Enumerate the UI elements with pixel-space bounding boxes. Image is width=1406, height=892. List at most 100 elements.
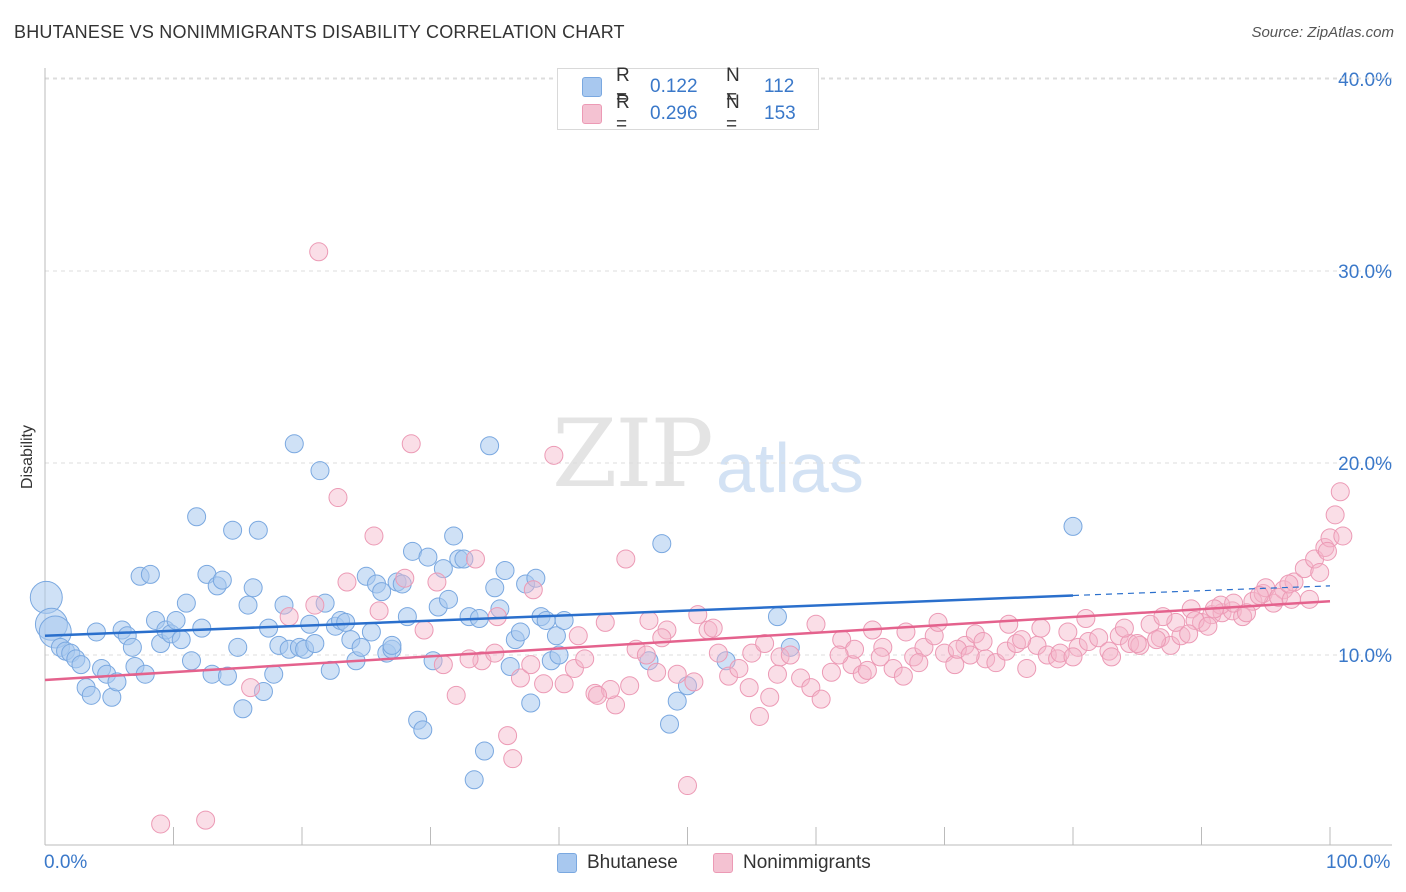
nonimmigrants-point [1017, 658, 1037, 678]
bhutanese-point [305, 633, 325, 653]
nonimmigrants-point [960, 645, 980, 665]
nonimmigrants-point [575, 649, 595, 669]
nonimmigrants-point [503, 749, 523, 769]
bhutanese-point [81, 685, 101, 705]
nonimmigrants-point [909, 653, 929, 673]
nonimmigrants-point [523, 580, 543, 600]
bhutanese-point [212, 570, 232, 590]
bhutanese-point [536, 610, 556, 630]
bhutanese-point [166, 610, 186, 630]
nonimmigrants-point [1310, 562, 1330, 582]
bhutanese-point [660, 714, 680, 734]
nonimmigrants-point [928, 612, 948, 632]
legend-n-label: N = [726, 65, 740, 108]
bhutanese-point [418, 547, 438, 567]
bhutanese-point [480, 436, 500, 456]
nonimmigrants-point [806, 614, 826, 634]
legend-n-value: 153 [764, 103, 796, 124]
nonimmigrants-point [1166, 612, 1186, 632]
watermark-atlas: atlas [716, 429, 864, 507]
nonimmigrants-point [241, 678, 261, 698]
bhutanese-point [351, 637, 371, 657]
y-tick-label: 30.0% [1338, 262, 1392, 283]
nonimmigrants-point [678, 776, 697, 796]
nonimmigrants-point [196, 810, 216, 830]
bhutanese-point [248, 520, 268, 540]
nonimmigrants-point [1031, 618, 1051, 638]
nonimmigrants-point [829, 645, 849, 665]
nonimmigrants-point [1058, 622, 1078, 642]
nonimmigrants-point [620, 676, 640, 696]
bhutanese-point [233, 699, 253, 719]
nonimmigrants-point [1317, 541, 1337, 561]
nonimmigrants-point [1294, 559, 1314, 579]
nonimmigrants-point [965, 624, 985, 644]
nonimmigrants-point [585, 683, 605, 703]
nonimmigrants-point [465, 549, 485, 569]
bhutanese-point [187, 507, 207, 527]
nonimmigrants-point [688, 605, 708, 625]
x-tick-label-max: 100.0% [1326, 852, 1391, 873]
nonimmigrants-point [1279, 574, 1299, 594]
nonimmigrants-point [510, 668, 530, 688]
nonimmigrants-point [427, 572, 447, 592]
nonimmigrants-point [636, 645, 656, 665]
nonimmigrants-point [1127, 633, 1147, 653]
nonimmigrants-point [337, 572, 357, 592]
bhutanese-point [192, 618, 212, 638]
nonimmigrants-point [1198, 616, 1218, 636]
nonimmigrants-point [606, 695, 626, 715]
legend-swatch-pink [582, 104, 602, 124]
nonimmigrants-point [1114, 618, 1134, 638]
nonimmigrants-point [554, 674, 574, 694]
bhutanese-point [86, 622, 106, 642]
bottom-legend-nonimmigrants: Nonimmigrants [713, 852, 871, 874]
nonimmigrants-point [749, 706, 769, 726]
nonimmigrants-point [364, 526, 384, 546]
nonimmigrants-point [1006, 633, 1026, 653]
nonimmigrants-point [1089, 628, 1109, 648]
bhutanese-point [667, 691, 687, 711]
bhutanese-point [780, 637, 800, 657]
nonimmigrants-point [414, 620, 434, 640]
nonimmigrants-point [767, 664, 787, 684]
nonimmigrants-point [305, 595, 325, 615]
nonimmigrants-point [568, 626, 588, 646]
bhutanese-point [336, 612, 356, 632]
nonimmigrants-point [1130, 635, 1150, 655]
bhutanese-point [510, 622, 530, 642]
bottom-legend-swatch-pink [713, 853, 733, 873]
nonimmigrants-point [883, 658, 903, 678]
watermark-zip: ZIP [552, 400, 714, 509]
nonimmigrants-point [369, 601, 389, 621]
nonimmigrants-point [742, 643, 762, 663]
bhutanese-point [767, 607, 787, 627]
legend-box: R = 0.122 N = 112 R = 0.296 N = 153 [557, 65, 819, 135]
bhutanese-point [264, 664, 284, 684]
nonimmigrants-point [857, 660, 877, 680]
nonimmigrants-point [821, 662, 841, 682]
nonimmigrants-point [893, 666, 913, 686]
bhutanese-point [181, 651, 201, 671]
nonimmigrants-point [401, 434, 421, 454]
nonimmigrants-point [945, 655, 965, 675]
bhutanese-point [521, 693, 541, 713]
legend-n-label: N = [726, 92, 740, 135]
nonimmigrants-point [870, 647, 890, 667]
bhutanese-point [361, 622, 381, 642]
nonimmigrants-point [1076, 609, 1096, 629]
legend-swatch-blue [582, 77, 602, 97]
nonimmigrants-point [647, 662, 667, 682]
nonimmigrants-point [780, 645, 800, 665]
bhutanese-trend-line [44, 594, 1074, 638]
nonimmigrants-point [309, 242, 329, 262]
bhutanese-point [243, 578, 263, 598]
nonimmigrants-point [1050, 643, 1070, 663]
nonimmigrants-point [279, 607, 299, 627]
legend-r-value: 0.296 [650, 103, 698, 124]
bhutanese-point [140, 564, 160, 584]
bhutanese-point [546, 626, 566, 646]
nonimmigrants-point [852, 664, 872, 684]
nonimmigrants-point [1236, 603, 1256, 623]
